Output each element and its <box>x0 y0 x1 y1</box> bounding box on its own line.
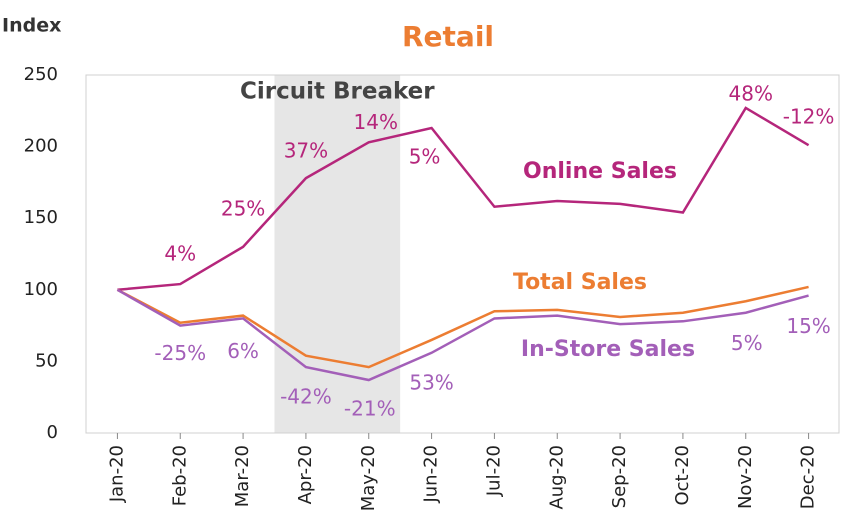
x-tick-label: Sep-20 <box>609 445 630 508</box>
annotation: -25% <box>154 341 206 365</box>
y-tick-label: 50 <box>35 350 58 371</box>
annotation: 37% <box>284 139 328 163</box>
annotation: 14% <box>354 110 398 134</box>
series-label: In-Store Sales <box>521 337 695 362</box>
annotation: 48% <box>729 81 773 105</box>
annotation: 53% <box>409 370 453 394</box>
x-tick-label: Jan-20 <box>106 445 127 503</box>
annotation: 5% <box>731 331 763 355</box>
annotation: 15% <box>786 314 830 338</box>
annotation: 4% <box>164 242 196 266</box>
x-tick-label: May-20 <box>358 445 379 511</box>
x-tick-label: Apr-20 <box>295 445 316 504</box>
y-tick-label: 250 <box>24 64 58 85</box>
shaded-span-label: Circuit Breaker <box>240 79 435 105</box>
x-tick-label: Dec-20 <box>798 445 819 509</box>
line-series <box>116 285 809 369</box>
annotation: -12% <box>783 105 835 129</box>
x-tick-label: Nov-20 <box>735 445 756 509</box>
annotation: 6% <box>227 339 259 363</box>
x-tick-label: Aug-20 <box>546 445 567 510</box>
y-tick-label: 150 <box>24 207 58 228</box>
annotation: 5% <box>409 144 441 168</box>
series-label: Total Sales <box>513 270 647 295</box>
y-tick-label: 0 <box>47 422 58 443</box>
x-tick-label: Jul-20 <box>483 445 504 497</box>
line-series <box>117 106 810 292</box>
annotation: -42% <box>280 385 332 409</box>
y-axis-label: Index <box>2 15 61 37</box>
annotation: -21% <box>344 397 396 421</box>
line-series <box>116 288 809 382</box>
annotation: 25% <box>221 196 265 220</box>
y-tick-label: 200 <box>24 136 58 157</box>
x-tick-label: Feb-20 <box>169 445 190 506</box>
chart-title: Retail <box>402 20 494 53</box>
plot-frame <box>85 74 840 434</box>
series-label: Online Sales <box>523 159 677 184</box>
x-tick-label: Oct-20 <box>672 445 693 506</box>
x-tick-label: Mar-20 <box>232 445 253 507</box>
x-tick-label: Jun-20 <box>421 445 442 504</box>
y-tick-label: 100 <box>24 279 58 300</box>
